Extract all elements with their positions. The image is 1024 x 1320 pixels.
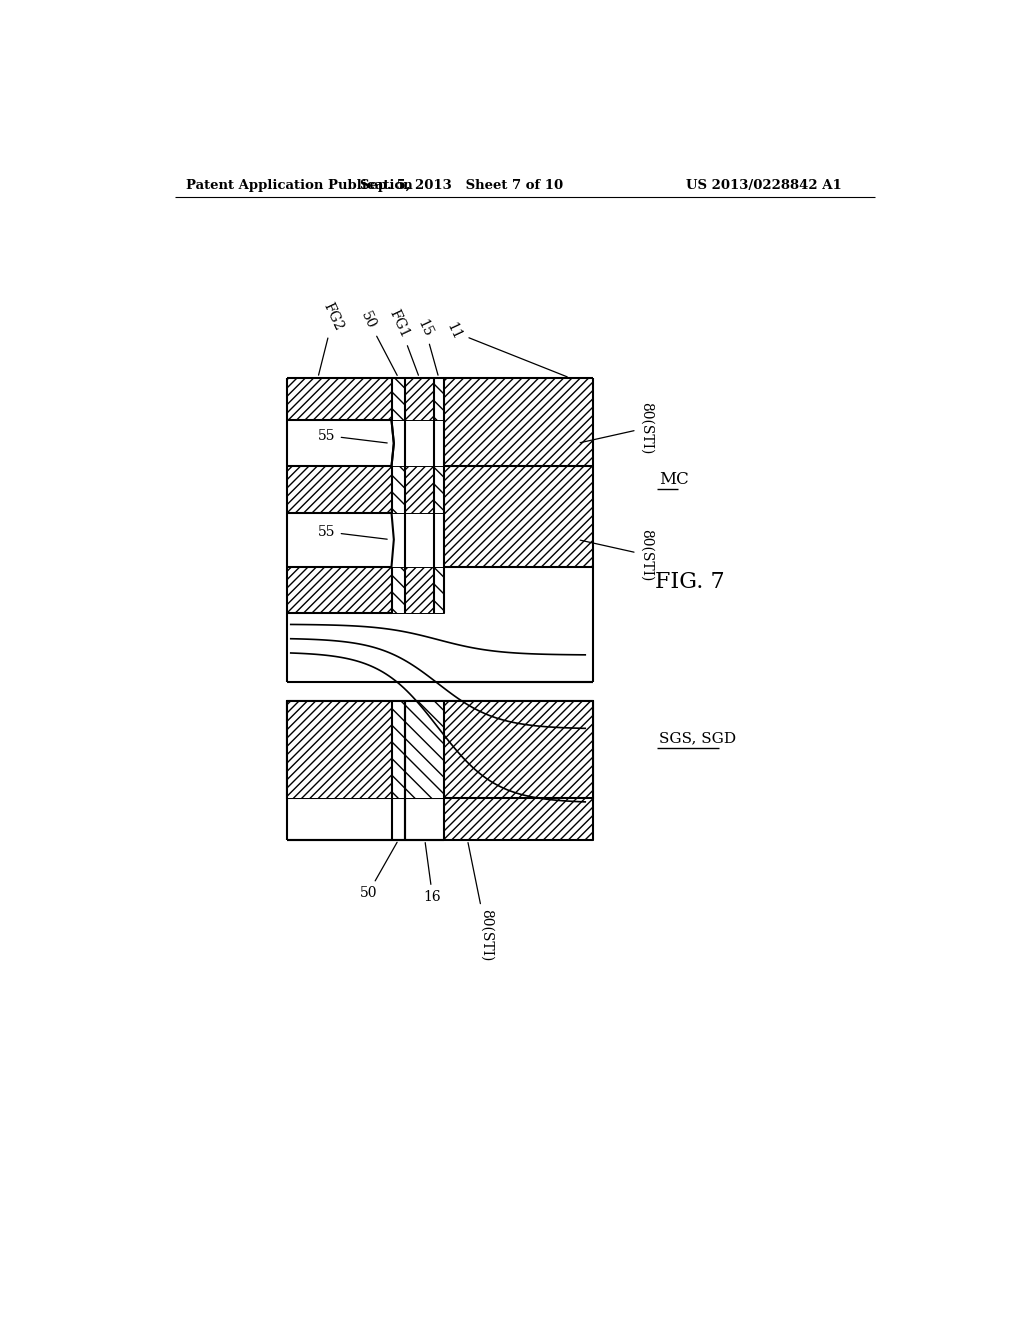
Text: 50: 50 bbox=[359, 842, 397, 900]
Text: Patent Application Publication: Patent Application Publication bbox=[186, 178, 413, 191]
Text: 50: 50 bbox=[358, 309, 397, 375]
Bar bbox=[406, 566, 434, 612]
Bar bbox=[287, 701, 593, 797]
Bar bbox=[287, 466, 391, 512]
Text: 16: 16 bbox=[424, 842, 441, 904]
Bar bbox=[287, 701, 391, 797]
Bar bbox=[391, 378, 406, 420]
Text: 15: 15 bbox=[415, 317, 438, 375]
Bar bbox=[434, 566, 444, 612]
Text: FIG. 7: FIG. 7 bbox=[655, 572, 725, 593]
Bar bbox=[391, 701, 406, 797]
Bar bbox=[287, 378, 391, 420]
Text: 11: 11 bbox=[443, 321, 567, 376]
Text: Sep. 5, 2013   Sheet 7 of 10: Sep. 5, 2013 Sheet 7 of 10 bbox=[359, 178, 563, 191]
Bar bbox=[406, 466, 434, 512]
Bar bbox=[391, 466, 406, 512]
Text: FG2: FG2 bbox=[318, 300, 346, 375]
Text: SGS, SGD: SGS, SGD bbox=[658, 731, 736, 744]
Bar bbox=[287, 566, 391, 612]
Bar bbox=[434, 378, 444, 420]
Text: 55: 55 bbox=[318, 525, 387, 539]
Text: FG1: FG1 bbox=[387, 308, 419, 375]
Bar bbox=[444, 466, 593, 566]
Text: 55: 55 bbox=[318, 429, 387, 444]
Bar bbox=[406, 701, 444, 797]
Bar bbox=[444, 378, 593, 466]
Bar bbox=[406, 378, 434, 420]
Bar bbox=[434, 466, 444, 512]
Bar bbox=[444, 701, 593, 840]
Bar bbox=[391, 566, 406, 612]
Text: MC: MC bbox=[658, 471, 688, 488]
Text: 80(STI): 80(STI) bbox=[581, 529, 653, 581]
Text: 80(STI): 80(STI) bbox=[468, 842, 494, 961]
Text: US 2013/0228842 A1: US 2013/0228842 A1 bbox=[686, 178, 842, 191]
Text: 80(STI): 80(STI) bbox=[581, 401, 653, 454]
